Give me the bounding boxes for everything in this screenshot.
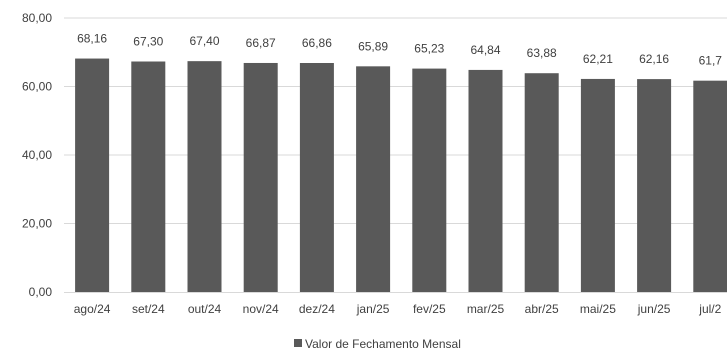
x-tick-label-set/24: set/24 bbox=[132, 302, 165, 316]
y-axis-tick-labels: 0,00 20,00 40,00 60,00 80,00 bbox=[22, 11, 52, 299]
bar-jul/25 bbox=[693, 80, 727, 293]
y-tick-label-1: 20,00 bbox=[22, 217, 52, 231]
bar-fev/25 bbox=[412, 68, 447, 292]
x-tick-label-dez/24: dez/24 bbox=[299, 302, 335, 316]
data-label-out/24: 67,40 bbox=[189, 34, 219, 48]
x-tick-label-abr/25: abr/25 bbox=[525, 302, 559, 316]
bar-ago/24 bbox=[75, 58, 110, 292]
y-tick-label-4: 80,00 bbox=[22, 11, 52, 25]
data-label-mar/25: 64,84 bbox=[470, 43, 500, 57]
data-label-dez/24: 66,86 bbox=[302, 36, 332, 50]
bar-jun/25 bbox=[637, 79, 672, 293]
bar-nov/24 bbox=[243, 62, 278, 293]
data-label-abr/25: 63,88 bbox=[527, 46, 557, 60]
legend-swatch bbox=[294, 339, 302, 347]
x-tick-label-ago/24: ago/24 bbox=[74, 302, 111, 316]
data-label-ago/24: 68,16 bbox=[77, 32, 107, 46]
data-label-set/24: 67,30 bbox=[133, 34, 163, 48]
bar-out/24 bbox=[187, 61, 222, 292]
x-tick-label-jun/25: jun/25 bbox=[637, 302, 671, 316]
data-labels: 68,16 67,30 67,40 66,87 66,86 65,89 65,23 64,84… bbox=[77, 32, 722, 68]
bar-jan/25 bbox=[356, 66, 391, 292]
y-tick-label-0: 0,00 bbox=[29, 285, 53, 299]
data-label-nov/24: 66,87 bbox=[246, 36, 276, 50]
data-label-jun/25: 62,16 bbox=[639, 52, 669, 66]
y-tick-label-2: 40,00 bbox=[22, 148, 52, 162]
x-tick-label-nov/24: nov/24 bbox=[243, 302, 279, 316]
bar-dez/24 bbox=[299, 63, 334, 292]
x-axis-tick-labels: ago/24 set/24 out/24 nov/24 dez/24 jan/25 fev/… bbox=[74, 302, 722, 316]
bar-mai/25 bbox=[580, 78, 615, 292]
bar-abr/25 bbox=[524, 73, 559, 292]
x-tick-label-jul/25: jul/2 bbox=[698, 302, 721, 316]
x-tick-label-mar/25: mar/25 bbox=[467, 302, 505, 316]
gridlines bbox=[64, 17, 727, 224]
data-label-fev/25: 65,23 bbox=[414, 42, 444, 56]
x-tick-label-jan/25: jan/25 bbox=[356, 302, 390, 316]
x-tick-label-fev/25: fev/25 bbox=[413, 302, 446, 316]
legend: Valor de Fechamento Mensal bbox=[294, 337, 461, 350]
data-label-mai/25: 62,21 bbox=[583, 52, 613, 66]
data-label-jul/25: 61,7 bbox=[699, 54, 723, 68]
legend-label: Valor de Fechamento Mensal bbox=[305, 337, 461, 350]
data-label-jan/25: 65,89 bbox=[358, 39, 388, 53]
y-tick-label-3: 60,00 bbox=[22, 80, 52, 94]
x-tick-label-mai/25: mai/25 bbox=[580, 302, 616, 316]
bar-mar/25 bbox=[468, 69, 503, 292]
bars bbox=[75, 58, 727, 293]
bar-set/24 bbox=[131, 61, 166, 293]
x-tick-label-out/24: out/24 bbox=[188, 302, 222, 316]
